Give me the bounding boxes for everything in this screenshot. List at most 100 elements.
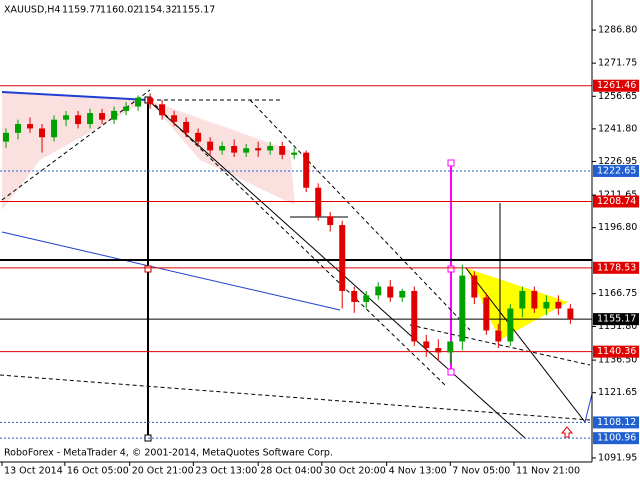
level-box — [593, 79, 639, 92]
channel-line — [409, 324, 591, 366]
candle-body — [255, 148, 262, 151]
candles — [3, 93, 574, 364]
y-tick-label: 1151.80 — [598, 321, 637, 332]
channel-line — [149, 99, 446, 386]
y-tick-label: 1166.75 — [598, 288, 637, 299]
candle-body — [471, 275, 478, 298]
candle-body — [567, 308, 574, 320]
y-tick-label: 1271.75 — [598, 58, 637, 69]
y-tick-label: 1136.50 — [598, 355, 637, 366]
candle-body — [15, 124, 22, 133]
candle-body — [303, 152, 310, 188]
candle-body — [267, 146, 274, 151]
candle-body — [135, 97, 142, 107]
candle-body — [483, 297, 490, 331]
arrow-icon — [560, 426, 574, 438]
level-box — [593, 416, 639, 429]
level-label: 1140.36 — [597, 346, 636, 357]
time-axis-bg — [0, 462, 640, 480]
candle-body — [327, 216, 334, 226]
anchor — [447, 159, 455, 167]
y-tick-label: 1211.65 — [598, 190, 637, 201]
x-tick-label: 7 Nov 05:00 — [452, 466, 510, 477]
candle-body — [27, 124, 34, 129]
candle-body — [147, 97, 154, 105]
level-label: 1108.12 — [597, 417, 636, 428]
level-box — [593, 195, 639, 208]
candle-body — [219, 146, 226, 151]
level-box — [593, 345, 639, 358]
x-tick-label: 13 Oct 2014 — [4, 466, 63, 477]
candle-body — [507, 308, 514, 342]
y-tick-label: 1256.65 — [598, 91, 637, 102]
level-label: 1222.65 — [597, 165, 636, 176]
y-tick-label: 1091.95 — [598, 452, 637, 463]
level-label: 1261.46 — [597, 80, 636, 91]
trend-line — [1, 231, 341, 311]
candle-body — [291, 152, 298, 155]
candle-body — [495, 330, 502, 342]
anchor — [144, 265, 152, 273]
candle-body — [159, 104, 166, 116]
y-tick-label: 1286.80 — [598, 25, 637, 36]
x-tick-label: 30 Oct 20:00 — [324, 466, 386, 477]
shaded-zone — [2, 92, 148, 210]
candle-body — [171, 115, 178, 122]
y-tick-label: 1196.80 — [598, 222, 637, 233]
level-box — [593, 261, 639, 274]
x-tick-label: 23 Oct 13:00 — [195, 466, 257, 477]
level-label: 1178.53 — [597, 262, 636, 273]
candle-body — [123, 106, 130, 111]
level-box — [593, 313, 639, 326]
level-label: 1100.96 — [597, 433, 636, 444]
y-tick-label: 1241.80 — [598, 123, 637, 134]
candle-body — [87, 113, 94, 125]
channel-line — [1, 89, 151, 201]
candle-body — [51, 119, 58, 138]
candle-body — [531, 290, 538, 309]
candle-body — [243, 148, 250, 153]
candle-body — [423, 341, 430, 349]
trend-line — [147, 99, 526, 439]
candle-body — [99, 113, 106, 120]
candle-body — [63, 115, 70, 120]
candle-body — [351, 290, 358, 302]
x-tick-label: 16 Oct 05:00 — [67, 466, 129, 477]
channel-line — [0, 374, 591, 421]
candle-body — [39, 128, 46, 138]
candle-body — [279, 146, 286, 155]
header-price: 1155.17 — [176, 5, 215, 16]
level-box — [593, 164, 639, 177]
candle-body — [399, 290, 406, 298]
candle-body — [363, 295, 370, 302]
anchor — [447, 265, 455, 273]
candle-body — [339, 225, 346, 291]
trend-line — [1, 91, 149, 101]
candle-body — [555, 301, 562, 309]
candle-body — [411, 290, 418, 342]
candle-body — [447, 341, 454, 353]
candle-body — [75, 115, 82, 125]
anchor — [447, 368, 455, 376]
header-price: 1154.32 — [138, 5, 177, 16]
level-label: 1155.17 — [597, 314, 636, 325]
candle-body — [387, 286, 394, 298]
price-axis-bg — [592, 0, 640, 480]
y-tick-label: 1121.65 — [598, 387, 637, 398]
candle-body — [543, 301, 550, 309]
candle-body — [435, 348, 442, 353]
x-tick-label: 28 Oct 04:00 — [260, 466, 322, 477]
x-tick-label: 4 Nov 13:00 — [389, 466, 447, 477]
candle-body — [3, 132, 10, 142]
candle-body — [207, 141, 214, 151]
candle-body — [231, 146, 238, 153]
header-price: 1159.77 — [62, 5, 101, 16]
candle-body — [195, 132, 202, 142]
level-box — [593, 432, 639, 445]
x-tick-label: 11 Nov 21:00 — [516, 466, 580, 477]
level-label: 1208.74 — [597, 196, 636, 207]
candle-body — [315, 187, 322, 217]
x-tick-label: 20 Oct 21:00 — [132, 466, 194, 477]
symbol: XAUUSD,H4 — [4, 5, 60, 16]
